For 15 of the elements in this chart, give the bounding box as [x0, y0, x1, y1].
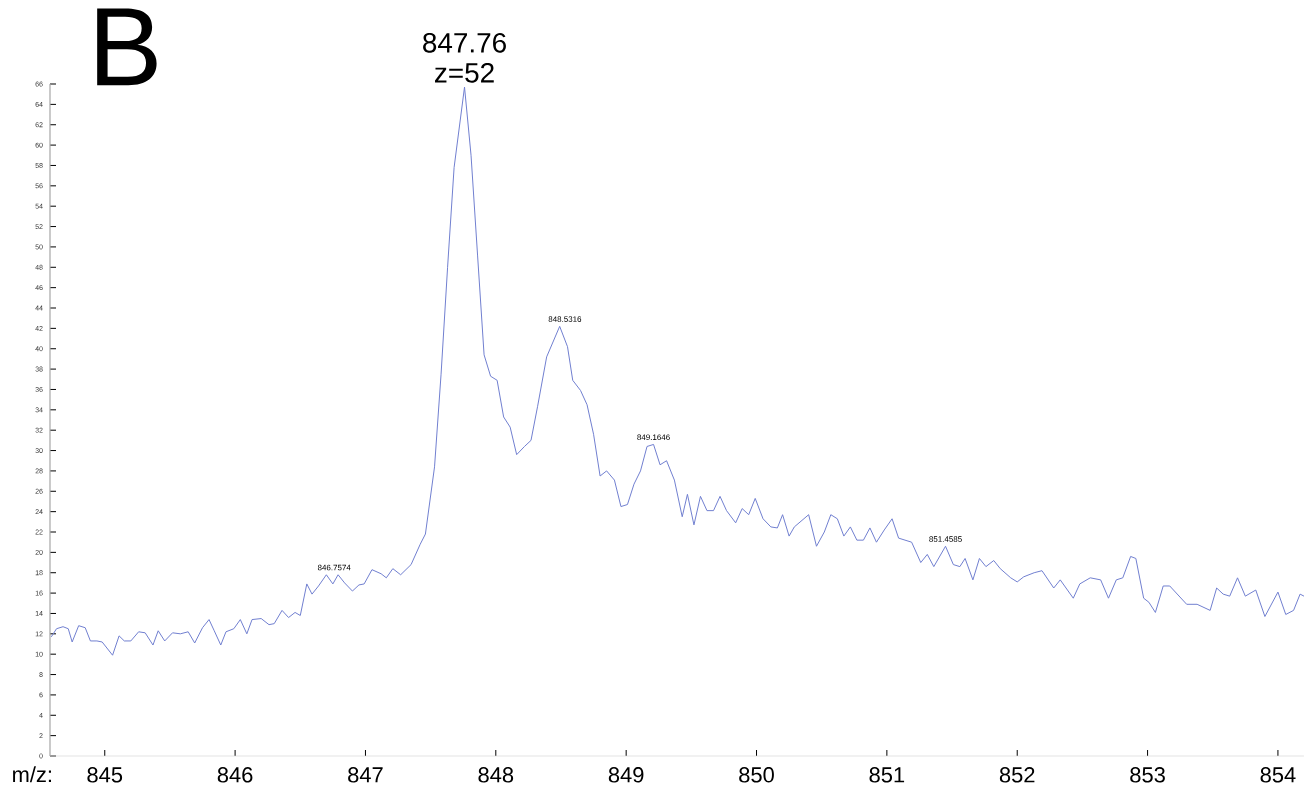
x-tick-label: 847: [348, 767, 383, 783]
x-tick-label: 851: [869, 767, 905, 783]
x-tick-label: 852: [999, 767, 1035, 783]
annotation: z=52: [435, 62, 494, 83]
x-tick-label: 849: [608, 767, 644, 783]
line-series: [50, 86, 1304, 656]
x-tick-label: 850: [739, 767, 774, 783]
x-tick-label: 848: [478, 767, 514, 783]
annotation: 847.76: [423, 32, 506, 53]
x-tick-label: 853: [1130, 767, 1165, 783]
x-tick-label: 846: [217, 767, 253, 783]
x-axis-title: m/z:: [13, 766, 51, 783]
x-tick-label: 854: [1260, 767, 1296, 783]
annotation: B: [97, 8, 157, 86]
x-tick-label: 845: [87, 767, 123, 783]
